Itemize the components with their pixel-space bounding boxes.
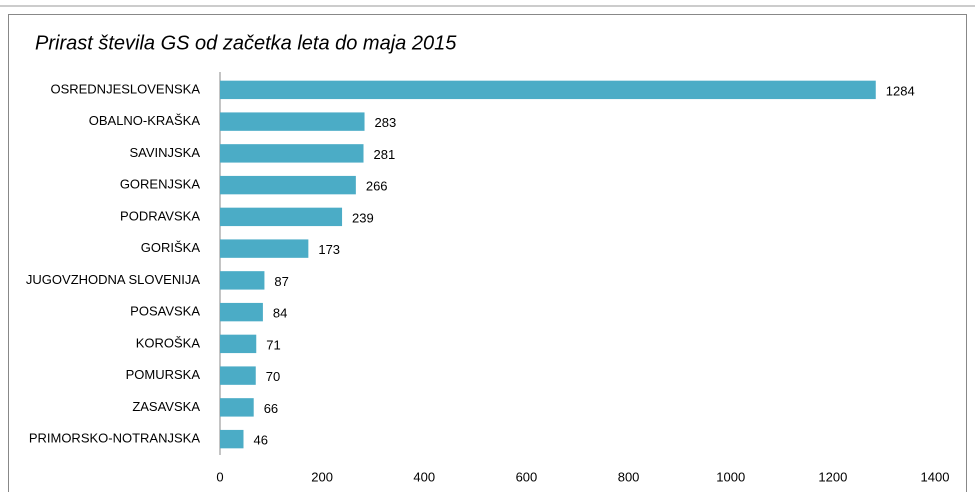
data-label: 173 — [318, 242, 340, 257]
y-tick-label: GORIŠKA — [141, 240, 201, 255]
x-tick-label: 400 — [413, 469, 435, 484]
bar — [220, 429, 244, 449]
x-tick-label: 1000 — [716, 469, 745, 484]
bar — [220, 271, 265, 290]
data-label: 239 — [352, 210, 374, 225]
data-label: 70 — [266, 369, 280, 384]
bar — [220, 207, 343, 227]
x-tick-label: 800 — [618, 469, 640, 484]
data-label: 87 — [274, 274, 288, 289]
bar — [220, 112, 365, 131]
data-label: 71 — [266, 337, 280, 352]
y-tick-label: PRIMORSKO-NOTRANJSKA — [29, 431, 201, 446]
y-tick-label: POMURSKA — [126, 367, 201, 382]
bar — [220, 175, 356, 195]
bar — [220, 334, 257, 354]
y-tick-label: GORENJSKA — [120, 177, 201, 192]
x-tick-label: 200 — [311, 469, 333, 484]
chart-title: Prirast števila GS od začetka leta do ma… — [35, 32, 457, 54]
y-tick-label: POSAVSKA — [130, 304, 200, 319]
data-label: 46 — [253, 433, 267, 448]
bar — [220, 398, 254, 417]
x-tick-label: 0 — [216, 469, 223, 484]
data-label: 84 — [273, 306, 287, 321]
x-tick-label: 600 — [516, 469, 538, 484]
y-tick-label: ZASAVSKA — [132, 399, 200, 414]
bar — [220, 144, 364, 163]
x-tick-label: 1400 — [921, 469, 950, 484]
bar — [220, 239, 309, 258]
data-label: 66 — [264, 401, 278, 416]
bar — [220, 302, 263, 322]
y-tick-label: SAVINJSKA — [129, 145, 200, 160]
data-label: 281 — [374, 147, 396, 162]
data-label: 1284 — [886, 83, 915, 98]
y-tick-label: JUGOVZHODNA SLOVENIJA — [26, 272, 200, 287]
data-label: 283 — [375, 115, 397, 130]
y-tick-label: PODRAVSKA — [120, 208, 200, 223]
bar — [220, 366, 256, 385]
y-tick-label: KOROŠKA — [136, 335, 201, 350]
y-tick-label: OBALNO-KRAŠKA — [89, 113, 201, 128]
bar — [220, 80, 876, 100]
data-label: 266 — [366, 179, 388, 194]
chart-frame — [8, 14, 967, 492]
x-tick-label: 1200 — [818, 469, 847, 484]
y-tick-label: OSREDNJESLOVENSKA — [50, 81, 200, 96]
